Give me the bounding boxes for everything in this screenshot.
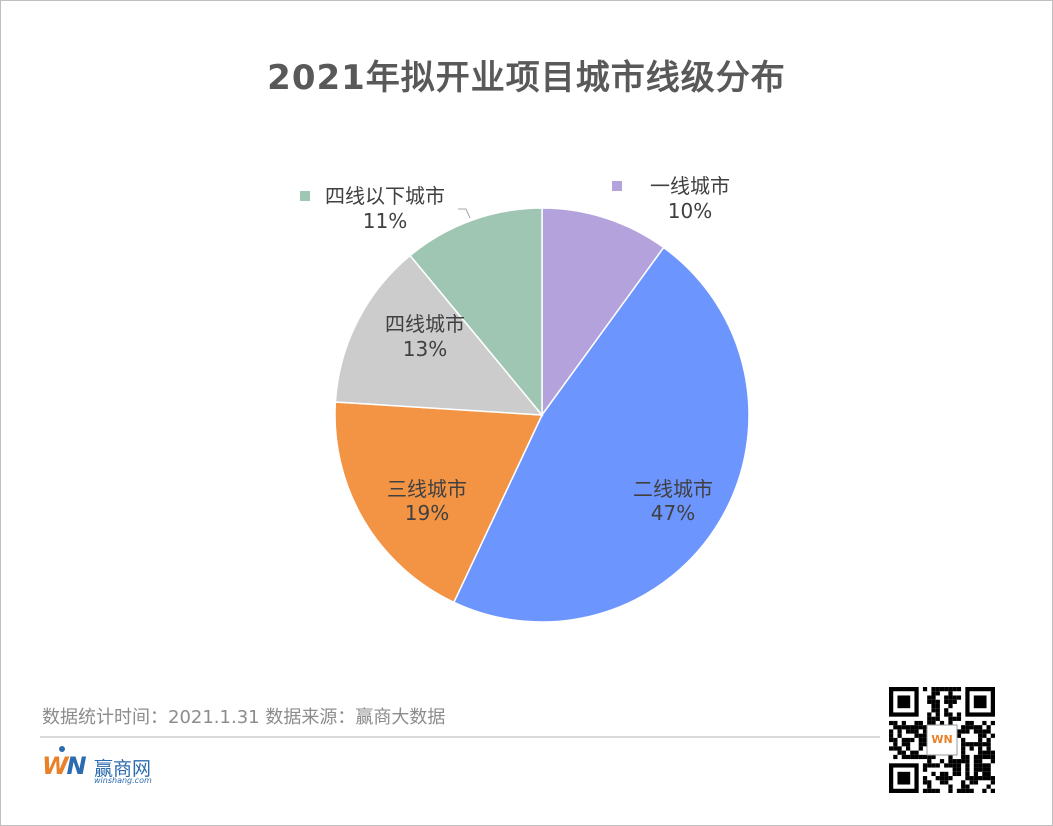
pie-slice — [541, 207, 665, 418]
slice-percent-label: 19% — [405, 501, 449, 525]
chart-title: 2021年拟开业项目城市线级分布 — [267, 58, 786, 98]
slice-category-label: 二线城市 — [633, 477, 713, 501]
logo-mark-w: W — [42, 752, 69, 780]
pie-slice — [452, 246, 750, 623]
brand-logo[interactable]: WN 赢商网 winshang.com — [42, 746, 172, 788]
qr-center-mark: WN — [931, 733, 952, 746]
pie-slice — [408, 207, 543, 418]
slice-category-label: 三线城市 — [387, 477, 467, 501]
label-legend-marker — [300, 191, 310, 201]
logo-dot-icon — [59, 746, 65, 752]
slice-percent-label: 11% — [363, 209, 407, 233]
logo-mark: WN — [42, 752, 87, 780]
logo-name: 赢商网 — [94, 758, 152, 780]
logo-mark-n: N — [66, 752, 86, 780]
qr-code-icon[interactable]: WN — [889, 687, 995, 793]
footer-divider — [40, 736, 880, 738]
label-legend-marker — [612, 181, 622, 191]
slice-category-label: 四线城市 — [385, 312, 465, 336]
label-leader-line — [458, 208, 471, 219]
slice-category-label: 一线城市 — [650, 174, 730, 198]
slice-percent-label: 10% — [668, 199, 712, 223]
logo-domain: winshang.com — [94, 776, 152, 785]
pie-slice — [334, 254, 544, 416]
pie-slice — [334, 401, 544, 604]
footer-source-text: 数据统计时间：2021.1.31 数据来源：赢商大数据 — [42, 707, 446, 728]
slice-percent-label: 47% — [651, 501, 695, 525]
slice-percent-label: 13% — [403, 337, 447, 361]
slice-category-label: 四线以下城市 — [325, 184, 445, 208]
